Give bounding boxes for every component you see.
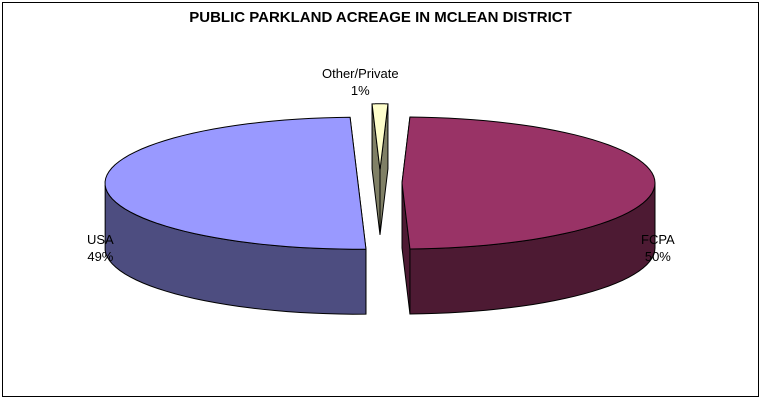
slice-other-private [371, 103, 389, 170]
slice-fcpa [104, 116, 367, 250]
slice-label-other: Other/Private 1% [322, 65, 399, 99]
slice-name-fcpa: FCPA [641, 232, 675, 247]
chart-title: PUBLIC PARKLAND ACREAGE IN MCLEAN DISTRI… [189, 9, 572, 26]
slice-name-other: Other/Private [322, 66, 399, 81]
slice-label-usa: USA 49% [87, 231, 114, 265]
slice-percent-other: 1% [350, 83, 370, 98]
slice-percent-usa: 49% [87, 249, 114, 264]
slice-name-usa: USA [87, 232, 114, 247]
slice-label-fcpa: FCPA 50% [641, 231, 675, 265]
slice-percent-fcpa: 50% [644, 249, 671, 264]
slice-usa [401, 116, 656, 250]
